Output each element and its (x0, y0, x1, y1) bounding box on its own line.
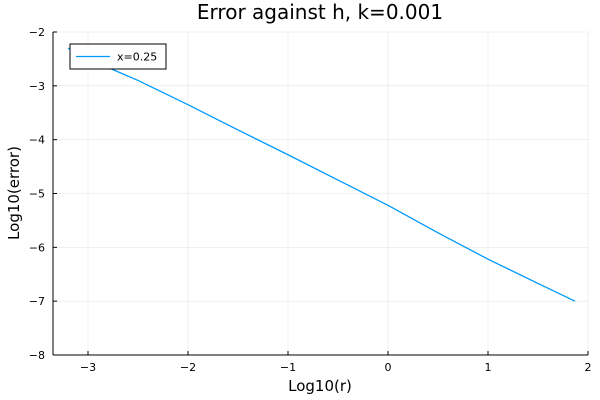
x-tick-label: 0 (385, 361, 392, 374)
chart-title: Error against h, k=0.001 (197, 0, 443, 24)
y-tick-label: −7 (29, 295, 45, 308)
y-axis-label: Log10(error) (5, 146, 23, 240)
y-tick-label: −8 (29, 349, 45, 362)
series-line-x=0.25 (67, 47, 576, 302)
x-axis-label: Log10(r) (288, 377, 352, 395)
x-tick-label: −1 (280, 361, 296, 374)
y-tick-label: −3 (29, 80, 45, 93)
series-layer (67, 47, 576, 302)
x-tick-label: −2 (180, 361, 196, 374)
y-tick-label: −5 (29, 188, 45, 201)
ticks: −3 −2 −1 0 1 2 −2 −3 −4 −5 −6 −7 −8 (29, 26, 592, 374)
legend-label: x=0.25 (117, 51, 157, 64)
grid (53, 31, 589, 356)
legend: x=0.25 (69, 43, 167, 70)
x-tick-label: 2 (585, 361, 592, 374)
x-tick-label: 1 (485, 361, 492, 374)
x-tick-label: −3 (80, 361, 96, 374)
y-tick-label: −2 (29, 26, 45, 39)
y-tick-label: −6 (29, 241, 45, 254)
y-tick-label: −4 (29, 134, 45, 147)
